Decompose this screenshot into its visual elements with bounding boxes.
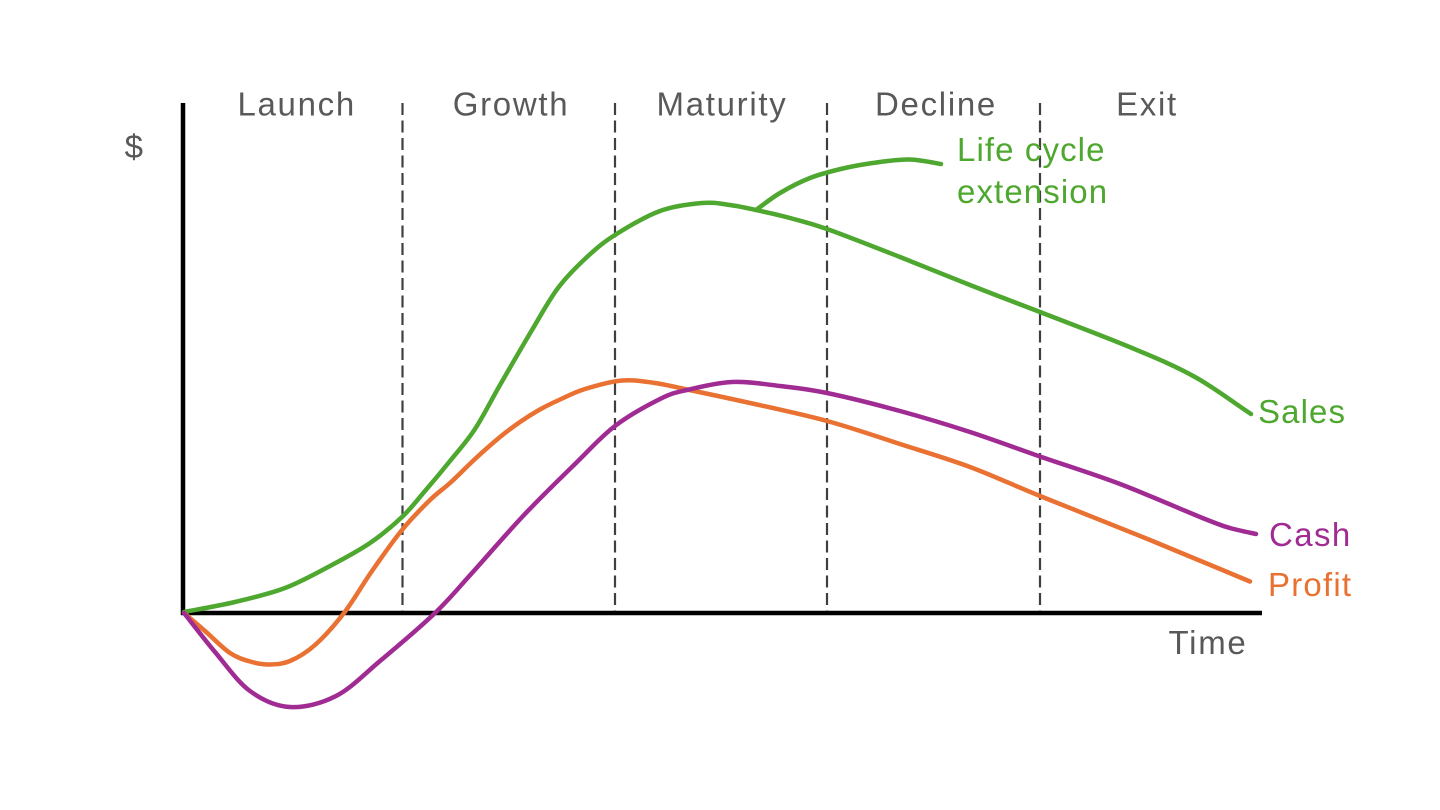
svg-text:Time: Time [1169,624,1248,661]
svg-text:Launch: Launch [237,85,355,122]
svg-text:Sales: Sales [1258,393,1346,430]
svg-text:Exit: Exit [1116,85,1178,122]
svg-text:Maturity: Maturity [657,85,788,122]
svg-text:Life cycle: Life cycle [957,131,1106,168]
svg-text:Profit: Profit [1268,566,1352,603]
svg-text:Growth: Growth [453,85,570,122]
svg-text:Cash: Cash [1269,516,1352,553]
svg-text:extension: extension [957,173,1108,210]
svg-text:$: $ [125,128,145,165]
svg-text:Decline: Decline [875,85,997,122]
